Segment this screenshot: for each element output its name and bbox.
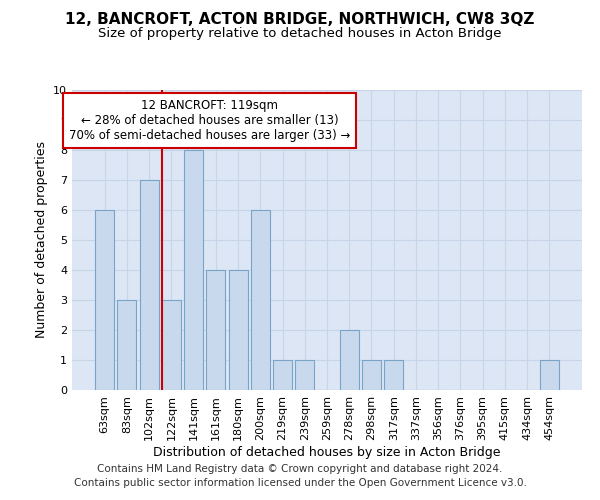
Bar [95, 210, 114, 390]
Bar [540, 360, 559, 390]
Bar [229, 270, 248, 390]
Text: Size of property relative to detached houses in Acton Bridge: Size of property relative to detached ho… [98, 28, 502, 40]
Bar [295, 360, 314, 390]
Bar [340, 330, 359, 390]
Bar [251, 210, 270, 390]
Text: Contains HM Land Registry data © Crown copyright and database right 2024.
Contai: Contains HM Land Registry data © Crown c… [74, 464, 526, 487]
Bar [140, 180, 158, 390]
Bar [384, 360, 403, 390]
X-axis label: Distribution of detached houses by size in Acton Bridge: Distribution of detached houses by size … [153, 446, 501, 458]
Bar [162, 300, 181, 390]
Bar [273, 360, 292, 390]
Text: 12, BANCROFT, ACTON BRIDGE, NORTHWICH, CW8 3QZ: 12, BANCROFT, ACTON BRIDGE, NORTHWICH, C… [65, 12, 535, 28]
Bar [118, 300, 136, 390]
Bar [206, 270, 225, 390]
Bar [362, 360, 381, 390]
Bar [184, 150, 203, 390]
Text: 12 BANCROFT: 119sqm
← 28% of detached houses are smaller (13)
70% of semi-detach: 12 BANCROFT: 119sqm ← 28% of detached ho… [69, 99, 350, 142]
Y-axis label: Number of detached properties: Number of detached properties [35, 142, 47, 338]
